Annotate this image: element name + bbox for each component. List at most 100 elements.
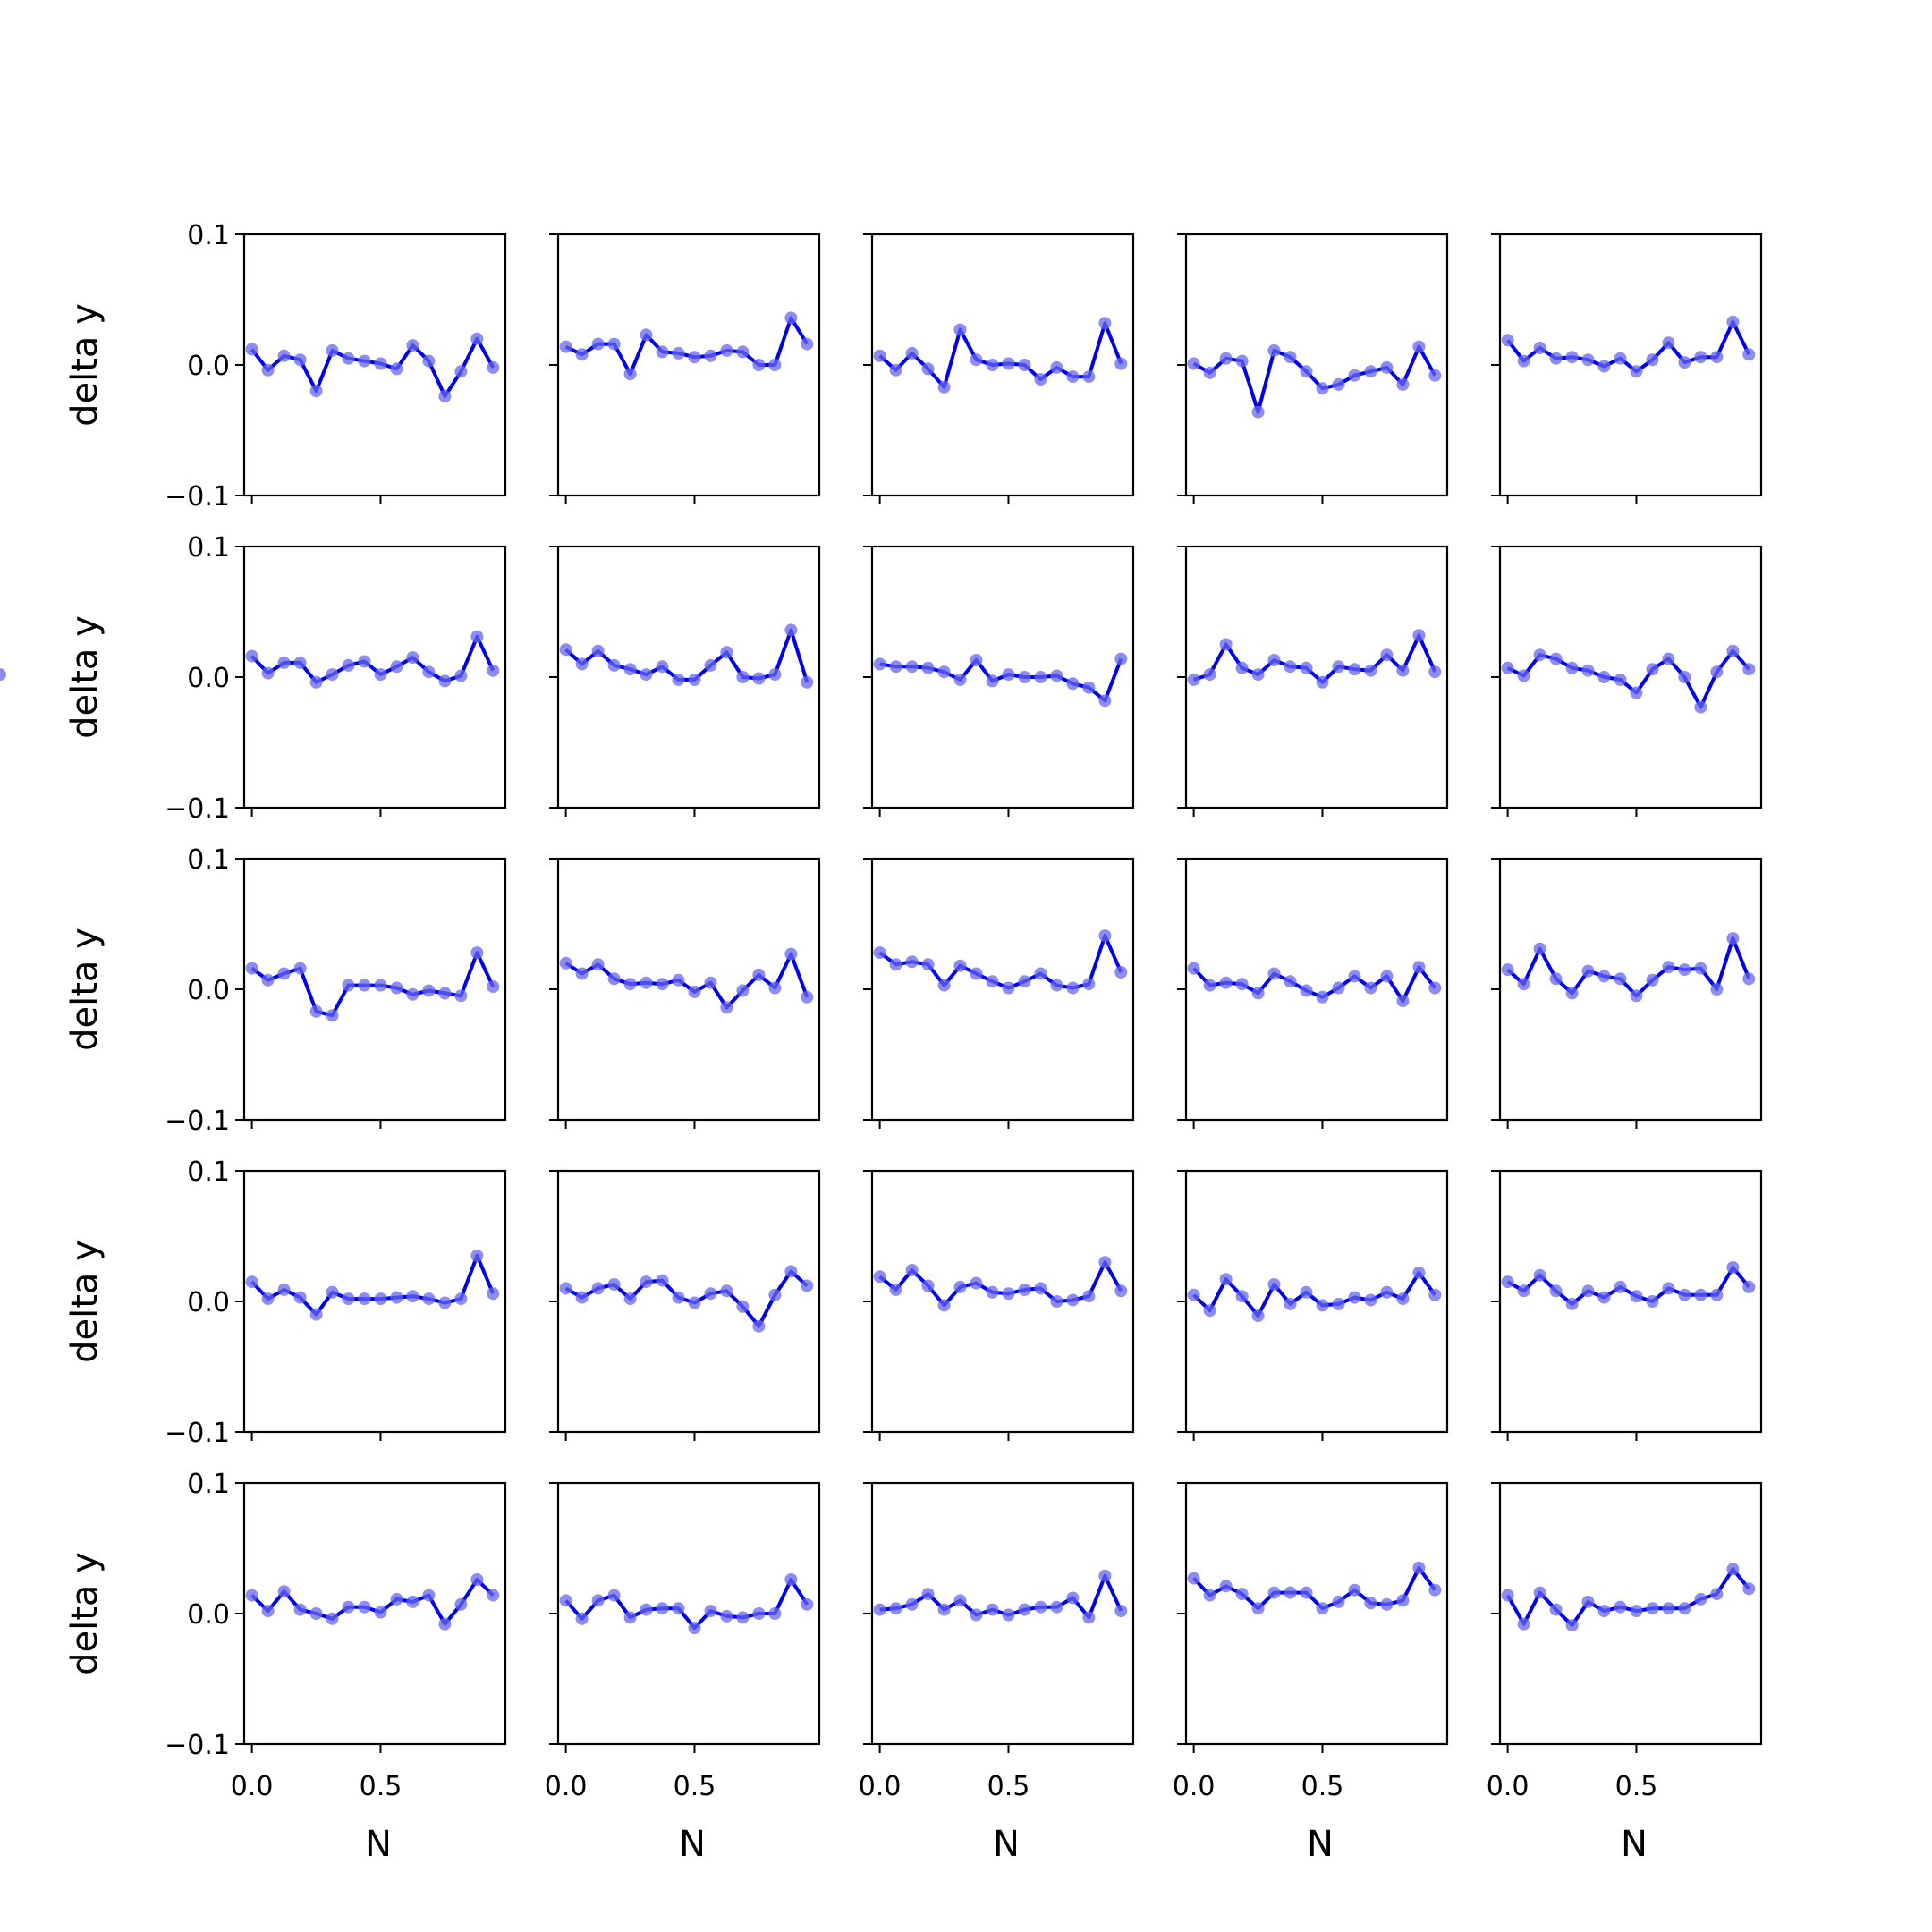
data-point <box>1380 970 1394 983</box>
data-point <box>1646 1602 1659 1615</box>
data-point <box>1630 1290 1643 1303</box>
data-point <box>575 348 589 361</box>
series-line <box>1506 936 1751 998</box>
data-point <box>1597 1605 1611 1618</box>
data-point <box>406 1290 419 1303</box>
y-tick-label: 0.0 <box>187 663 230 694</box>
data-point <box>374 357 387 370</box>
data-point <box>1726 1261 1740 1274</box>
panel-r5-c3: 0.0 0.5 N <box>859 1481 1135 1865</box>
data-point <box>1581 664 1595 677</box>
data-point <box>1549 1284 1563 1298</box>
panel-r3-c4 <box>1177 857 1449 1129</box>
data-point <box>1034 967 1047 980</box>
series-line <box>879 657 1123 703</box>
data-point <box>559 1594 572 1607</box>
data-point <box>1098 1256 1112 1269</box>
data-point <box>1267 1278 1281 1291</box>
data-point <box>623 368 637 381</box>
data-point <box>261 666 275 680</box>
data-point <box>688 351 701 364</box>
data-point <box>1018 1283 1031 1296</box>
data-point <box>487 664 500 677</box>
data-point <box>1565 1297 1579 1310</box>
data-point <box>1396 1292 1410 1306</box>
panel-r4-c1: −0.1 0.0 0.1 delta y <box>64 1157 507 1449</box>
data-point <box>591 1282 605 1295</box>
data-point <box>688 673 701 686</box>
data-point <box>1098 929 1112 943</box>
data-point <box>986 1603 999 1616</box>
data-point <box>1219 1580 1233 1593</box>
data-point <box>1219 638 1233 651</box>
data-point <box>937 665 951 679</box>
y-axis-label: delta y <box>64 615 106 739</box>
series-line <box>1506 648 1750 709</box>
data-point <box>390 981 403 995</box>
data-point <box>1380 648 1394 662</box>
data-point <box>1348 663 1361 676</box>
series-line <box>1506 1266 1750 1306</box>
data-point <box>970 967 983 980</box>
data-point <box>801 1597 814 1611</box>
data-point <box>1316 990 1329 1004</box>
series-line <box>879 1573 1123 1620</box>
y-tick-label: 0.1 <box>187 844 230 876</box>
data-point <box>1114 357 1128 370</box>
data-point <box>342 1600 355 1614</box>
data-point <box>591 644 605 657</box>
data-point <box>736 671 750 683</box>
y-tick-label: 0.1 <box>187 220 230 251</box>
data-point <box>736 345 750 359</box>
data-point <box>1678 1288 1691 1301</box>
data-point <box>261 1605 275 1618</box>
data-point <box>953 959 967 972</box>
data-point <box>607 972 621 986</box>
data-point <box>277 349 291 362</box>
data-point <box>1678 356 1691 369</box>
data-point <box>1364 1597 1377 1610</box>
data-point <box>921 1588 935 1601</box>
data-point <box>342 352 355 365</box>
data-point <box>358 354 371 368</box>
data-point <box>1082 681 1096 694</box>
data-point <box>1710 665 1724 679</box>
panel-r4-c2 <box>549 1169 821 1441</box>
x-tick-label: 0.5 <box>674 1771 716 1802</box>
data-point <box>1018 671 1031 683</box>
data-point <box>921 362 935 376</box>
data-point <box>1316 382 1329 395</box>
data-point <box>921 661 935 674</box>
data-point <box>1412 961 1426 974</box>
data-point <box>1082 370 1096 384</box>
data-point <box>704 1605 717 1618</box>
data-point <box>1396 377 1410 391</box>
data-point <box>487 360 500 374</box>
x-axis-label: N <box>1621 1824 1648 1865</box>
data-point <box>390 362 403 376</box>
data-point <box>1694 700 1707 714</box>
data-point <box>326 668 339 682</box>
panel-r2-c5 <box>1491 545 1763 817</box>
x-tick-label: 0.0 <box>1173 1771 1216 1802</box>
data-point <box>1267 967 1281 980</box>
data-point <box>1082 978 1096 991</box>
x-tick-label: 0.0 <box>1487 1771 1530 1802</box>
data-point <box>752 359 766 371</box>
series-line <box>250 951 496 1018</box>
data-point <box>1581 964 1595 978</box>
data-point <box>575 1612 589 1625</box>
data-point <box>1316 1299 1329 1312</box>
data-point <box>1742 972 1756 986</box>
data-point <box>438 674 452 688</box>
y-tick-label: −0.1 <box>165 1730 230 1761</box>
data-point <box>1565 351 1579 364</box>
data-point <box>1678 671 1691 683</box>
series-line <box>878 1260 1123 1308</box>
data-point <box>277 967 291 980</box>
data-point <box>245 649 258 663</box>
series-line <box>564 628 809 683</box>
data-point <box>1565 987 1579 1000</box>
data-point <box>672 346 685 360</box>
